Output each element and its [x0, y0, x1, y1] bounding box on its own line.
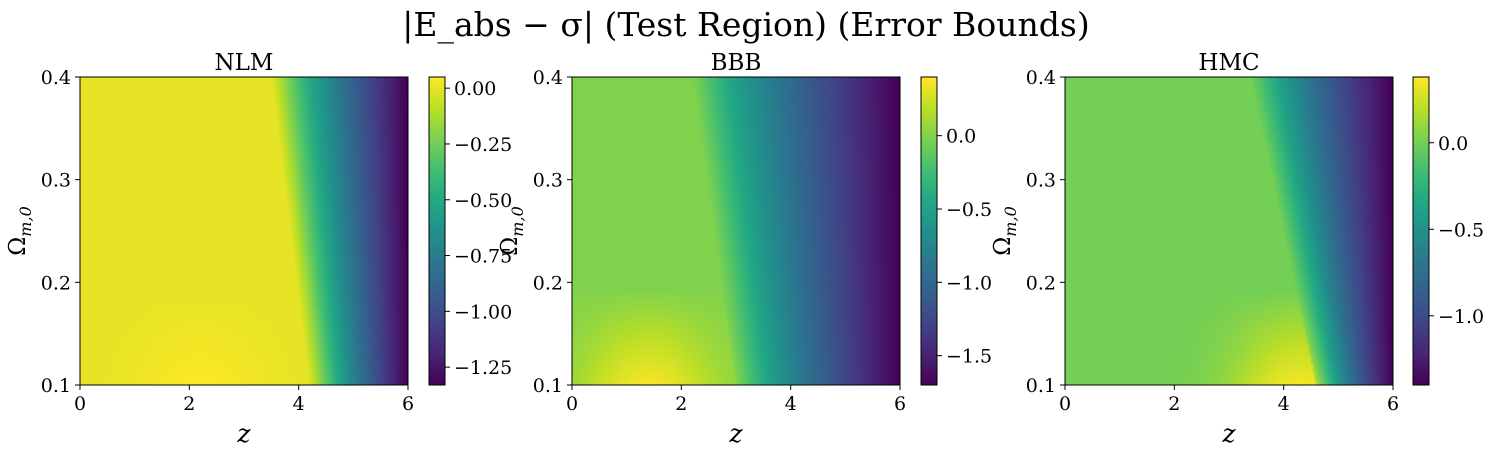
- panel-title: HMC: [1198, 50, 1259, 76]
- y-tick-label: 0.1: [533, 375, 563, 397]
- colorbar-tick-label: −0.5: [1438, 219, 1484, 241]
- x-tick-label: 4: [1278, 393, 1290, 415]
- colorbar-tick-label: −0.25: [454, 134, 512, 156]
- colorbar: [1413, 77, 1429, 385]
- colorbar-tick-label: −0.5: [946, 199, 992, 221]
- colorbar-tick-label: −1.0: [946, 272, 992, 294]
- x-tick-label: 6: [402, 393, 414, 415]
- colorbar-tick-label: 0.0: [946, 126, 976, 148]
- panel-bbb: BBB 0 2 4 6 0.1 0.2 0.3 0.4 z Ωm,0 0.0 −0.5 −1.0 −1.5: [497, 50, 992, 448]
- y-tick-label: 0.2: [41, 272, 71, 294]
- heatmap-image: [1065, 77, 1393, 385]
- colorbar-tick-label: −1.0: [1438, 306, 1484, 328]
- y-axis-label: Ωm,0: [497, 206, 527, 256]
- x-tick-label: 0: [566, 393, 578, 415]
- x-axis-label: z: [728, 419, 743, 448]
- panel-title: NLM: [215, 50, 274, 76]
- x-tick-label: 0: [74, 393, 86, 415]
- heatmap-image: [80, 77, 408, 385]
- x-tick-label: 2: [183, 393, 195, 415]
- x-axis-label: z: [1221, 419, 1236, 448]
- y-tick-label: 0.3: [533, 170, 563, 192]
- colorbar-tick-label: −1.00: [454, 301, 512, 323]
- plot-frame: [571, 76, 901, 386]
- y-tick-label: 0.4: [1026, 67, 1056, 89]
- colorbar: [921, 77, 937, 385]
- colorbar-tick-label: −1.5: [946, 346, 992, 368]
- colorbar-frame: [1412, 76, 1430, 386]
- panel-hmc: HMC 0 2 4 6 0.1 0.2 0.3 0.4 z Ωm,0 0.0 −0.5 −1.0: [990, 50, 1484, 448]
- y-tick-label: 0.3: [41, 170, 71, 192]
- figure-title: |E_abs − σ| (Test Region) (Error Bounds): [402, 5, 1090, 45]
- heatmap-image: [572, 77, 900, 385]
- y-axis-label: Ωm,0: [990, 206, 1020, 256]
- y-tick-label: 0.1: [41, 375, 71, 397]
- y-axis-label: Ωm,0: [5, 206, 35, 256]
- y-tick-label: 0.2: [1026, 272, 1056, 294]
- y-tick-label: 0.3: [1026, 170, 1056, 192]
- panel-nlm: NLM 0 2 4 6 0.1 0.2 0.3 0.4 z Ωm,0 0.00 −0.25 −0.50 −0…: [5, 50, 512, 448]
- panel-title: BBB: [711, 50, 762, 76]
- x-tick-label: 4: [293, 393, 305, 415]
- plot-frame: [1064, 76, 1394, 386]
- colorbar-tick-label: −1.25: [454, 357, 512, 379]
- x-tick-label: 4: [785, 393, 797, 415]
- x-tick-label: 2: [675, 393, 687, 415]
- x-tick-label: 0: [1059, 393, 1071, 415]
- y-tick-label: 0.4: [41, 67, 71, 89]
- plot-frame: [79, 76, 409, 386]
- x-tick-label: 6: [1387, 393, 1399, 415]
- x-tick-label: 2: [1168, 393, 1180, 415]
- x-tick-label: 6: [894, 393, 906, 415]
- y-tick-label: 0.2: [533, 272, 563, 294]
- colorbar-tick-label: −0.50: [454, 190, 512, 212]
- y-tick-label: 0.4: [533, 67, 563, 89]
- colorbar-tick-label: −0.75: [454, 246, 512, 268]
- colorbar-frame: [428, 76, 446, 386]
- colorbar-tick-label: 0.00: [454, 78, 496, 100]
- colorbar-tick-label: 0.0: [1438, 133, 1468, 155]
- y-tick-label: 0.1: [1026, 375, 1056, 397]
- colorbar-frame: [920, 76, 938, 386]
- colorbar: [429, 77, 445, 385]
- x-axis-label: z: [236, 419, 251, 448]
